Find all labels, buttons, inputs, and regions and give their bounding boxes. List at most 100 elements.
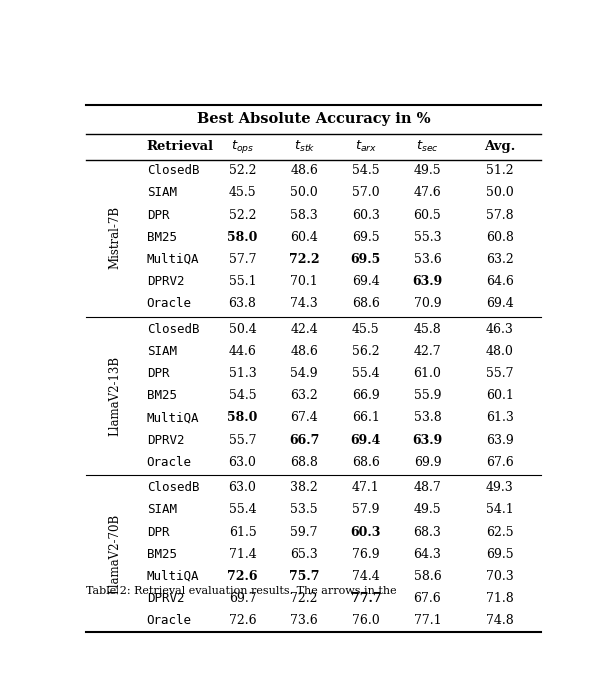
Text: MultiQA: MultiQA xyxy=(147,412,199,425)
Text: 70.1: 70.1 xyxy=(290,275,318,288)
Text: 66.9: 66.9 xyxy=(352,389,379,403)
Text: SIAM: SIAM xyxy=(147,187,177,199)
Text: 48.6: 48.6 xyxy=(290,164,318,177)
Text: DPR: DPR xyxy=(147,367,169,380)
Text: 57.9: 57.9 xyxy=(352,503,379,516)
Text: 60.1: 60.1 xyxy=(486,389,513,403)
Text: 48.6: 48.6 xyxy=(290,345,318,358)
Text: 77.7: 77.7 xyxy=(351,592,381,605)
Text: 44.6: 44.6 xyxy=(228,345,256,358)
Text: Oracle: Oracle xyxy=(147,456,192,468)
Text: 69.4: 69.4 xyxy=(352,275,379,288)
Text: 63.9: 63.9 xyxy=(486,434,513,447)
Text: 49.5: 49.5 xyxy=(414,164,441,177)
Text: 63.9: 63.9 xyxy=(412,275,442,288)
Text: 72.6: 72.6 xyxy=(229,614,256,627)
Text: Avg.: Avg. xyxy=(484,140,515,153)
Text: 59.7: 59.7 xyxy=(291,525,318,539)
Text: 62.5: 62.5 xyxy=(486,525,513,539)
Text: 63.2: 63.2 xyxy=(486,253,513,266)
Text: 60.3: 60.3 xyxy=(352,209,380,221)
Text: 76.9: 76.9 xyxy=(352,548,379,561)
Text: 38.2: 38.2 xyxy=(290,481,318,494)
Text: 68.6: 68.6 xyxy=(352,297,380,310)
Text: 64.3: 64.3 xyxy=(414,548,441,561)
Text: 76.0: 76.0 xyxy=(352,614,379,627)
Text: 67.6: 67.6 xyxy=(486,456,513,468)
Text: 63.0: 63.0 xyxy=(228,481,256,494)
Text: 61.5: 61.5 xyxy=(229,525,256,539)
Text: SIAM: SIAM xyxy=(147,503,177,516)
Text: 60.8: 60.8 xyxy=(486,231,513,244)
Text: BM25: BM25 xyxy=(147,231,177,244)
Text: 70.9: 70.9 xyxy=(414,297,441,310)
Text: DPR: DPR xyxy=(147,525,169,539)
Text: $t_{sec}$: $t_{sec}$ xyxy=(416,139,439,155)
Text: 64.6: 64.6 xyxy=(486,275,513,288)
Text: 69.4: 69.4 xyxy=(351,434,381,447)
Text: 58.0: 58.0 xyxy=(227,231,258,244)
Text: 67.4: 67.4 xyxy=(290,412,318,425)
Text: 72.2: 72.2 xyxy=(289,253,319,266)
Text: DPR: DPR xyxy=(147,209,169,221)
Text: 55.4: 55.4 xyxy=(229,503,256,516)
Text: ClosedB: ClosedB xyxy=(147,323,199,336)
Text: 58.6: 58.6 xyxy=(414,570,441,583)
Text: 71.4: 71.4 xyxy=(229,548,256,561)
Text: 71.8: 71.8 xyxy=(486,592,513,605)
Text: 53.5: 53.5 xyxy=(290,503,318,516)
Text: 69.9: 69.9 xyxy=(414,456,441,468)
Text: MultiQA: MultiQA xyxy=(147,570,199,583)
Text: ClosedB: ClosedB xyxy=(147,481,199,494)
Text: ClosedB: ClosedB xyxy=(147,164,199,177)
Text: Oracle: Oracle xyxy=(147,614,192,627)
Text: 58.0: 58.0 xyxy=(227,412,258,425)
Text: 52.2: 52.2 xyxy=(229,164,256,177)
Text: MultiQA: MultiQA xyxy=(147,253,199,266)
Text: LlamaV2-13B: LlamaV2-13B xyxy=(108,356,121,436)
Text: 72.2: 72.2 xyxy=(291,592,318,605)
Text: 45.8: 45.8 xyxy=(414,323,441,336)
Text: 75.7: 75.7 xyxy=(289,570,319,583)
Text: 42.7: 42.7 xyxy=(414,345,441,358)
Text: 63.9: 63.9 xyxy=(412,434,442,447)
Text: 49.3: 49.3 xyxy=(486,481,513,494)
Text: 68.3: 68.3 xyxy=(414,525,441,539)
Text: 58.3: 58.3 xyxy=(290,209,318,221)
Text: 55.1: 55.1 xyxy=(229,275,256,288)
Text: 74.8: 74.8 xyxy=(486,614,513,627)
Text: 57.0: 57.0 xyxy=(352,187,379,199)
Text: 56.2: 56.2 xyxy=(352,345,379,358)
Text: 70.3: 70.3 xyxy=(486,570,513,583)
Text: 48.7: 48.7 xyxy=(414,481,441,494)
Text: 61.0: 61.0 xyxy=(414,367,441,380)
Text: 74.4: 74.4 xyxy=(352,570,379,583)
Text: LlamaV2-70B: LlamaV2-70B xyxy=(108,514,121,594)
Text: 63.0: 63.0 xyxy=(228,456,256,468)
Text: $t_{ops}$: $t_{ops}$ xyxy=(231,138,254,155)
Text: 69.7: 69.7 xyxy=(229,592,256,605)
Text: 50.4: 50.4 xyxy=(229,323,256,336)
Text: 48.0: 48.0 xyxy=(486,345,513,358)
Text: 60.4: 60.4 xyxy=(290,231,318,244)
Text: 47.1: 47.1 xyxy=(352,481,379,494)
Text: 54.5: 54.5 xyxy=(229,389,256,403)
Text: 50.0: 50.0 xyxy=(290,187,318,199)
Text: 57.7: 57.7 xyxy=(229,253,256,266)
Text: 55.4: 55.4 xyxy=(352,367,379,380)
Text: Retrieval: Retrieval xyxy=(147,140,214,153)
Text: 51.3: 51.3 xyxy=(229,367,256,380)
Text: BM25: BM25 xyxy=(147,548,177,561)
Text: 46.3: 46.3 xyxy=(486,323,513,336)
Text: 69.5: 69.5 xyxy=(486,548,513,561)
Text: 45.5: 45.5 xyxy=(352,323,379,336)
Text: 69.4: 69.4 xyxy=(486,297,513,310)
Text: 55.9: 55.9 xyxy=(414,389,441,403)
Text: 68.6: 68.6 xyxy=(352,456,380,468)
Text: Mistral-7B: Mistral-7B xyxy=(108,205,121,269)
Text: 77.1: 77.1 xyxy=(414,614,441,627)
Text: $t_{stk}$: $t_{stk}$ xyxy=(294,139,315,155)
Text: 47.6: 47.6 xyxy=(414,187,441,199)
Text: 66.7: 66.7 xyxy=(289,434,319,447)
Text: 60.3: 60.3 xyxy=(351,525,381,539)
